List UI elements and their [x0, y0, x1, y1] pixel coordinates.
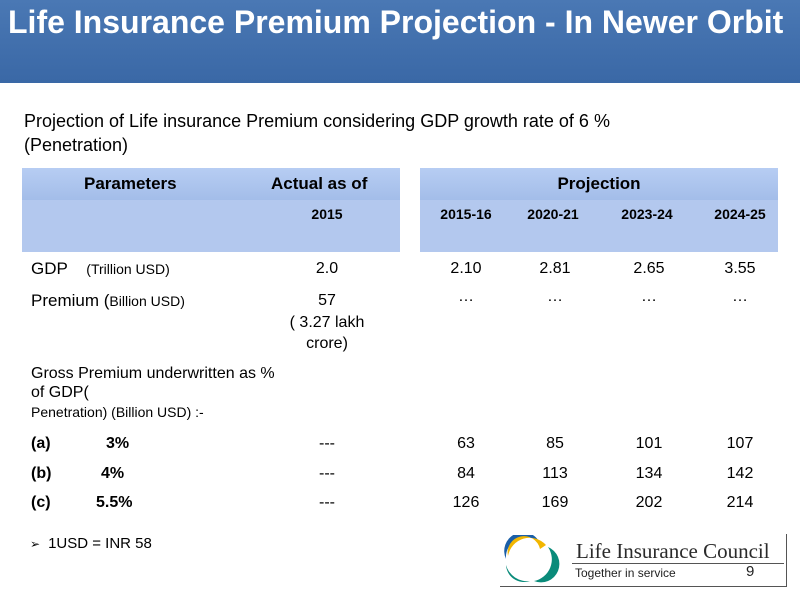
- gdp-actual: 2.0: [315, 260, 339, 277]
- title-bar: Life Insurance Premium Projection - In N…: [0, 0, 800, 83]
- gdp-label: GDP (Trillion USD): [31, 258, 170, 280]
- gdp-unit: (Trillion USD): [86, 261, 170, 277]
- slide-title: Life Insurance Premium Projection - In N…: [8, 4, 784, 40]
- scenario-rate: 5.5%: [96, 494, 133, 511]
- premium-value-2023-24: …: [641, 288, 657, 305]
- gdp-label-text: GDP: [31, 259, 68, 278]
- scenario-value: 126: [452, 494, 480, 511]
- logo-tagline: Together in service: [575, 566, 676, 580]
- premium-label: Premium (Billion USD): [31, 290, 185, 312]
- premium-actual: 57: [318, 292, 336, 309]
- header-projection: Projection: [557, 174, 641, 193]
- header-year-2023-24: 2023-24: [621, 206, 673, 222]
- gross-premium-label: Gross Premium underwritten as % of GDP(: [31, 365, 275, 401]
- header-year-2020-21: 2020-21: [527, 206, 579, 222]
- header-actual-as-of: Actual as of: [271, 174, 368, 193]
- scenario-value: 134: [635, 465, 663, 482]
- gross-premium-label-line2: Penetration) (Billion USD) :-: [31, 404, 204, 420]
- premium-label-text: Premium (: [31, 291, 110, 310]
- arrow-bullet-icon: ➢: [30, 537, 41, 551]
- scenario-value: 101: [635, 435, 663, 452]
- scenario-rate: 4%: [101, 465, 125, 482]
- logo-divider: [572, 563, 784, 564]
- premium-value-2024-25: …: [732, 288, 748, 305]
- header-band-left: [22, 168, 400, 200]
- scenario-value: 63: [457, 435, 475, 452]
- logo-block: Life Insurance Council Together in servi…: [500, 534, 787, 587]
- scenario-value: 107: [726, 435, 754, 452]
- header-parameters: Parameters: [84, 174, 177, 193]
- page-number: 9: [746, 563, 755, 580]
- header-year-2015-16: 2015-16: [440, 206, 492, 222]
- header-band-left-row2: [22, 200, 400, 252]
- scenario-value: 169: [541, 494, 569, 511]
- gdp-value-2015-16: 2.10: [450, 260, 482, 277]
- header-band-right: [420, 168, 778, 200]
- scenario-value: 85: [546, 435, 564, 452]
- footnote: ➢ 1USD = INR 58: [30, 534, 152, 554]
- gdp-value-2024-25: 3.55: [724, 260, 756, 277]
- scenario-id: (b): [31, 465, 52, 482]
- scenario-value: 202: [635, 494, 663, 511]
- scenario-rate: 3%: [106, 435, 130, 452]
- scenario-id: (a): [31, 435, 51, 452]
- scenario-value: 113: [542, 465, 568, 482]
- scenario-actual: ---: [319, 465, 335, 482]
- logo-name: Life Insurance Council: [576, 539, 770, 563]
- scenario-value: 214: [726, 494, 754, 511]
- premium-unit: Billion USD): [109, 293, 185, 309]
- gdp-value-2020-21: 2.81: [539, 260, 571, 277]
- header-band-right-row2: [420, 200, 778, 252]
- slide-subtitle: Projection of Life insurance Premium con…: [24, 111, 610, 155]
- scenario-id: (c): [31, 494, 51, 511]
- scenario-value: 84: [457, 465, 475, 482]
- header-actual-year: 2015: [311, 206, 343, 222]
- life-insurance-council-logo-icon: [504, 535, 560, 583]
- premium-actual-note: ( 3.27 lakh crore): [289, 314, 365, 352]
- scenario-actual: ---: [319, 435, 335, 452]
- scenario-value: 142: [726, 465, 754, 482]
- premium-value-2020-21: …: [547, 288, 563, 305]
- footnote-text: 1USD = INR 58: [48, 535, 152, 552]
- scenario-actual: ---: [319, 494, 335, 511]
- gdp-value-2023-24: 2.65: [633, 260, 665, 277]
- header-year-2024-25: 2024-25: [714, 206, 766, 222]
- premium-value-2015-16: …: [458, 288, 474, 305]
